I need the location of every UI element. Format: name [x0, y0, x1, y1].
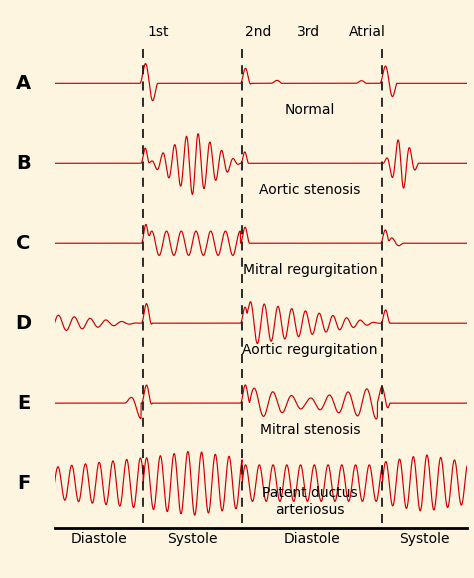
- Text: Normal: Normal: [285, 103, 336, 117]
- Text: A: A: [16, 74, 31, 93]
- Text: Systole: Systole: [167, 532, 218, 546]
- Text: Systole: Systole: [400, 532, 450, 546]
- Text: Patent ductus
arteriosus: Patent ductus arteriosus: [263, 487, 358, 517]
- Text: Mitral regurgitation: Mitral regurgitation: [243, 263, 377, 277]
- Text: 3rd: 3rd: [297, 25, 320, 39]
- Text: E: E: [17, 394, 30, 413]
- Text: 1st: 1st: [147, 25, 168, 39]
- Text: Diastole: Diastole: [71, 532, 127, 546]
- Text: Aortic regurgitation: Aortic regurgitation: [242, 343, 378, 357]
- Text: C: C: [17, 234, 31, 253]
- Text: Atrial: Atrial: [349, 25, 386, 39]
- Text: B: B: [16, 154, 31, 173]
- Text: D: D: [16, 314, 32, 333]
- Text: Aortic stenosis: Aortic stenosis: [259, 183, 361, 197]
- Text: Mitral stenosis: Mitral stenosis: [260, 423, 360, 437]
- Text: Diastole: Diastole: [284, 532, 341, 546]
- Text: F: F: [17, 473, 30, 492]
- Text: 2nd: 2nd: [245, 25, 271, 39]
